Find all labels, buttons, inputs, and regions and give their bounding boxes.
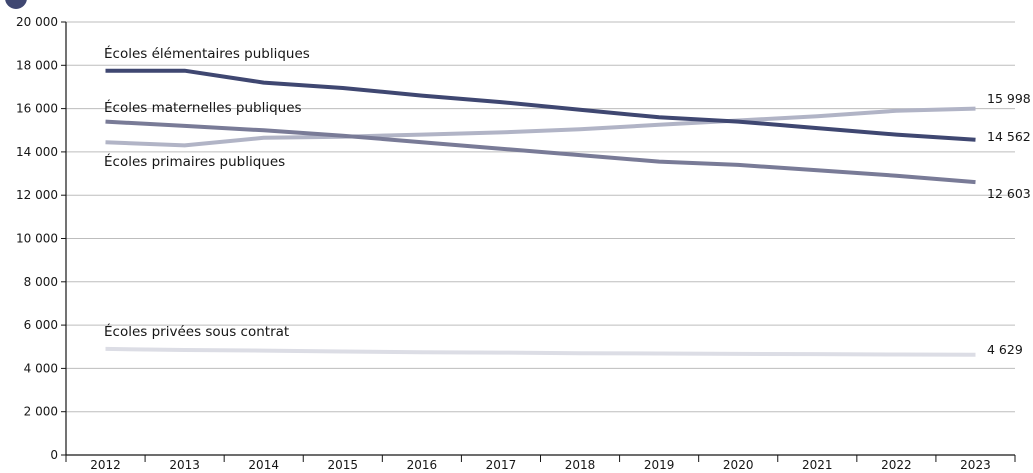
y-tick-label: 12 000 <box>16 188 58 202</box>
series-label-elementaires: Écoles élémentaires publiques <box>104 45 310 62</box>
x-tick-label: 2022 <box>881 458 912 472</box>
y-tick-label: 4 000 <box>24 361 58 375</box>
x-tick-label: 2014 <box>248 458 279 472</box>
y-tick-label: 8 000 <box>24 275 58 289</box>
x-axis-ticks: 2012 2013 2014 2015 2016 2017 2018 2019 2020 2021… <box>65 455 1016 472</box>
series-line-0 <box>105 68 976 142</box>
end-label-primaires: 12 603 <box>987 186 1031 201</box>
series-label-maternelles: Écoles maternelles publiques <box>104 99 302 116</box>
figure-number-badge <box>5 0 27 9</box>
y-axis-ticks: 0 2 000 4 000 6 000 8 000 10 000 12 000 14 000 1… <box>16 15 66 462</box>
x-tick-label: 2016 <box>407 458 438 472</box>
y-tick-label: 6 000 <box>24 318 58 332</box>
y-tick-label: 2 000 <box>24 405 58 419</box>
y-tick-label: 20 000 <box>16 15 58 29</box>
x-tick-label: 2015 <box>328 458 359 472</box>
x-tick-label: 2018 <box>565 458 596 472</box>
x-tick-label: 2012 <box>90 458 121 472</box>
series-lines <box>105 68 976 357</box>
end-label-privees: 4 629 <box>987 342 1023 357</box>
series-label-primaires: Écoles primaires publiques <box>104 153 285 170</box>
x-tick-label: 2020 <box>723 458 754 472</box>
x-tick-label: 2019 <box>644 458 675 472</box>
x-tick-label: 2017 <box>486 458 517 472</box>
y-tick-label: 16 000 <box>16 102 58 116</box>
grid-lines <box>66 21 1015 413</box>
y-tick-label: 10 000 <box>16 232 58 246</box>
end-label-elementaires: 14 562 <box>987 129 1031 144</box>
y-tick-label: 14 000 <box>16 145 58 159</box>
y-tick-label: 0 <box>50 448 58 462</box>
y-tick-label: 18 000 <box>16 58 58 72</box>
series-line-1 <box>105 106 976 148</box>
end-label-maternelles: 15 998 <box>987 91 1031 106</box>
x-tick-label: 2021 <box>802 458 833 472</box>
series-label-privees: Écoles privées sous contrat <box>104 323 289 340</box>
series-line-2 <box>105 119 976 185</box>
x-tick-label: 2023 <box>960 458 991 472</box>
x-tick-label: 2013 <box>169 458 200 472</box>
series-line-3 <box>105 346 976 357</box>
